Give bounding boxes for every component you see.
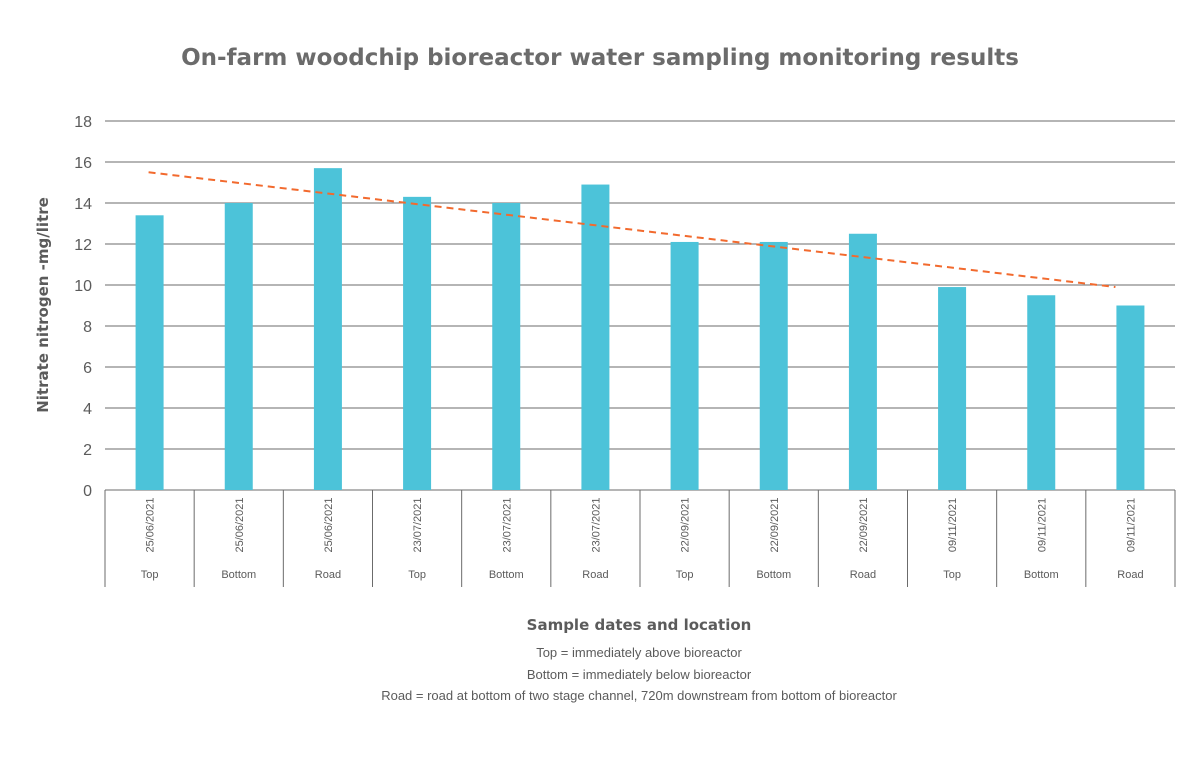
y-tick-label: 12 (74, 237, 92, 254)
x-tick-location: Bottom (1024, 569, 1059, 581)
bar (759, 241, 788, 490)
x-tick-date: 09/11/2021 (1036, 498, 1048, 552)
x-tick-location: Road (1117, 569, 1143, 581)
trendline (148, 171, 1116, 289)
y-axis-label: Nitrate nitrogen -mg/litre (34, 197, 52, 413)
y-tick-label: 14 (74, 196, 92, 213)
bar (224, 203, 253, 490)
bar (313, 168, 342, 490)
x-tick-date: 23/07/2021 (590, 497, 602, 552)
y-axis-ticks: 0 2 4 6 8 10 12 14 16 18 (74, 114, 92, 500)
y-tick-label: 2 (83, 442, 92, 459)
bar (1027, 295, 1056, 490)
bar (581, 184, 610, 491)
x-tick-date: 23/07/2021 (412, 497, 424, 552)
x-tick-date: 25/06/2021 (234, 497, 246, 552)
x-tick-location: Top (141, 569, 159, 581)
x-tick-date: 25/06/2021 (145, 497, 157, 552)
x-tick-location: Top (408, 569, 426, 581)
gridlines (105, 120, 1175, 491)
x-tick-location: Bottom (489, 569, 524, 581)
y-tick-label: 18 (74, 114, 92, 131)
bars (135, 168, 1145, 491)
y-tick-label: 10 (74, 278, 92, 295)
x-tick-date: 22/09/2021 (858, 497, 870, 552)
y-tick-label: 16 (74, 155, 92, 172)
x-tick-date: 22/09/2021 (680, 497, 692, 552)
x-tick-date: 09/11/2021 (947, 498, 959, 552)
x-tick-location: Bottom (756, 569, 791, 581)
bar (848, 233, 877, 490)
x-tick-date: 23/07/2021 (501, 497, 513, 552)
x-axis-categories: 25/06/2021 Top 25/06/2021 Bottom 25/06/2021 R… (104, 490, 1176, 587)
x-tick-location: Top (943, 569, 961, 581)
x-tick-location: Road (582, 569, 608, 581)
bar (492, 203, 521, 490)
y-tick-label: 8 (83, 319, 92, 336)
x-tick-location: Bottom (221, 569, 256, 581)
y-tick-label: 4 (83, 401, 92, 418)
x-tick-location: Top (676, 569, 694, 581)
x-tick-location: Road (850, 569, 876, 581)
bar (135, 215, 164, 491)
legend-note-road: Road = road at bottom of two stage chann… (381, 688, 897, 703)
x-tick-date: 22/09/2021 (769, 497, 781, 552)
y-tick-label: 0 (83, 483, 92, 500)
chart-title: On-farm woodchip bioreactor water sampli… (181, 45, 1019, 71)
legend-note-top: Top = immediately above bioreactor (536, 645, 742, 660)
x-tick-date: 09/11/2021 (1125, 498, 1137, 552)
x-axis-label: Sample dates and location (527, 616, 752, 634)
bar (670, 241, 699, 490)
bar (1116, 305, 1145, 490)
bar (403, 196, 432, 490)
bar (938, 287, 967, 490)
legend-note-bottom: Bottom = immediately below bioreactor (527, 667, 752, 682)
x-tick-date: 25/06/2021 (323, 497, 335, 552)
y-tick-label: 6 (83, 360, 92, 377)
x-tick-location: Road (315, 569, 341, 581)
